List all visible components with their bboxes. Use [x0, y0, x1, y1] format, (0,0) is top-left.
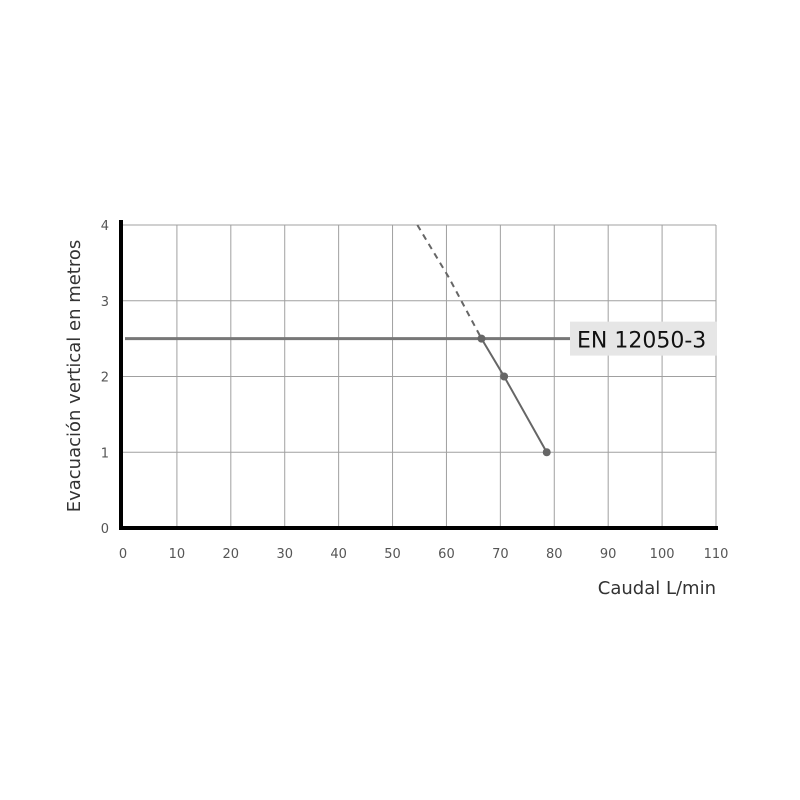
x-tick-label: 90 [600, 547, 617, 562]
data-point [542, 448, 551, 457]
y-axis-label: Evacuación vertical en metros [64, 240, 85, 513]
x-tick-label: 0 [119, 547, 127, 562]
series-group [416, 224, 551, 457]
tick-labels: 0 10 20 30 40 50 60 70 80 90 100 110 0 1 2 3 4 [101, 219, 729, 562]
x-tick-label: 10 [169, 547, 186, 562]
extrapolated-curve [416, 224, 483, 340]
reference-label-box [570, 321, 717, 356]
performance-curve [480, 338, 548, 453]
x-tick-label: 30 [276, 547, 293, 562]
x-tick-label: 50 [384, 547, 401, 562]
grid [123, 224, 717, 528]
x-tick-label: 110 [704, 547, 729, 562]
x-tick-label: 40 [330, 547, 347, 562]
y-tick-label: 4 [101, 219, 109, 234]
y-tick-label: 3 [101, 295, 109, 310]
data-point [477, 334, 486, 343]
y-tick-label: 0 [101, 522, 109, 537]
x-tick-label: 70 [492, 547, 509, 562]
reference-line-group: EN 12050-3 [125, 321, 717, 356]
y-tick-label: 1 [101, 446, 109, 461]
x-axis-label: Caudal L/min [598, 578, 716, 599]
reference-label: EN 12050-3 [577, 329, 706, 354]
x-tick-label: 60 [438, 547, 455, 562]
axes [119, 220, 718, 530]
x-tick-label: 80 [546, 547, 563, 562]
data-point [500, 372, 509, 381]
y-tick-label: 2 [101, 371, 109, 386]
x-tick-label: 100 [650, 547, 675, 562]
x-tick-label: 20 [223, 547, 240, 562]
